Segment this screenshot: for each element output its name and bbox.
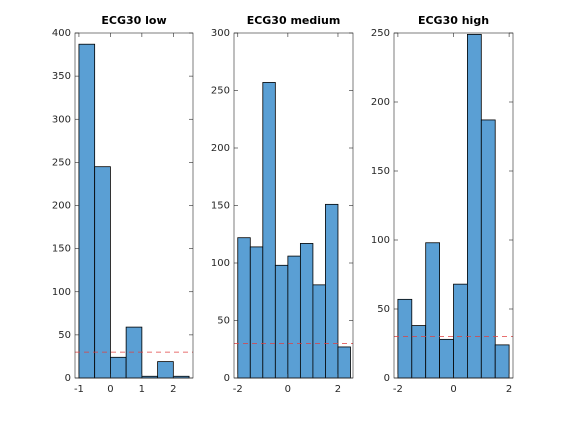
y-tick-label: 50 [217,316,230,327]
y-tick-label: 100 [211,258,230,269]
y-tick-label: 50 [58,330,71,341]
y-tick-label: 150 [52,244,71,255]
y-tick-label: 150 [211,201,230,212]
y-tick-label: 150 [371,166,390,177]
x-tick-label: 2 [506,384,512,395]
x-tick-label: 0 [107,384,113,395]
bar [439,338,454,379]
y-tick-label: 200 [52,201,71,212]
bar [157,361,174,379]
chart-title: ECG30 low [101,14,166,27]
y-tick-label: 0 [224,373,230,384]
bar [249,246,264,379]
chart-title: ECG30 medium [247,14,341,27]
y-tick-label: 250 [52,157,71,168]
bar [237,237,251,379]
bar [467,33,482,379]
y-tick-label: 300 [211,28,230,39]
bar [287,255,301,379]
x-tick-label: 1 [139,384,145,395]
bar [312,284,326,379]
bar [262,82,276,379]
x-tick-label: -1 [74,384,84,395]
y-tick-label: 200 [211,143,230,154]
x-tick-label: 0 [450,384,456,395]
y-tick-label: 400 [52,28,71,39]
bar [411,325,427,379]
bar [337,346,351,379]
bar [274,264,289,379]
bar [110,356,127,379]
y-tick-label: 50 [377,304,390,315]
y-tick-label: 200 [371,97,390,108]
bar [397,298,413,379]
bar [125,326,143,379]
x-tick-label: 0 [285,384,291,395]
y-tick-label: 100 [52,287,71,298]
y-tick-label: 0 [65,373,71,384]
y-tick-label: 300 [52,114,71,125]
y-tick-label: 250 [211,86,230,97]
bar [78,43,96,379]
y-tick-label: 100 [371,235,390,246]
bar [299,243,314,379]
bar [494,344,510,379]
y-tick-label: 350 [52,71,71,82]
x-tick-label: -2 [233,384,243,395]
x-tick-label: -2 [393,384,403,395]
bar [94,166,111,379]
bar [425,242,440,379]
bar [453,283,468,379]
y-tick-label: 0 [384,373,390,384]
x-tick-label: 2 [335,384,341,395]
x-tick-label: 2 [170,384,176,395]
y-tick-label: 250 [371,28,390,39]
chart-title: ECG30 high [418,14,489,27]
bar [480,119,496,379]
bar [325,203,339,379]
